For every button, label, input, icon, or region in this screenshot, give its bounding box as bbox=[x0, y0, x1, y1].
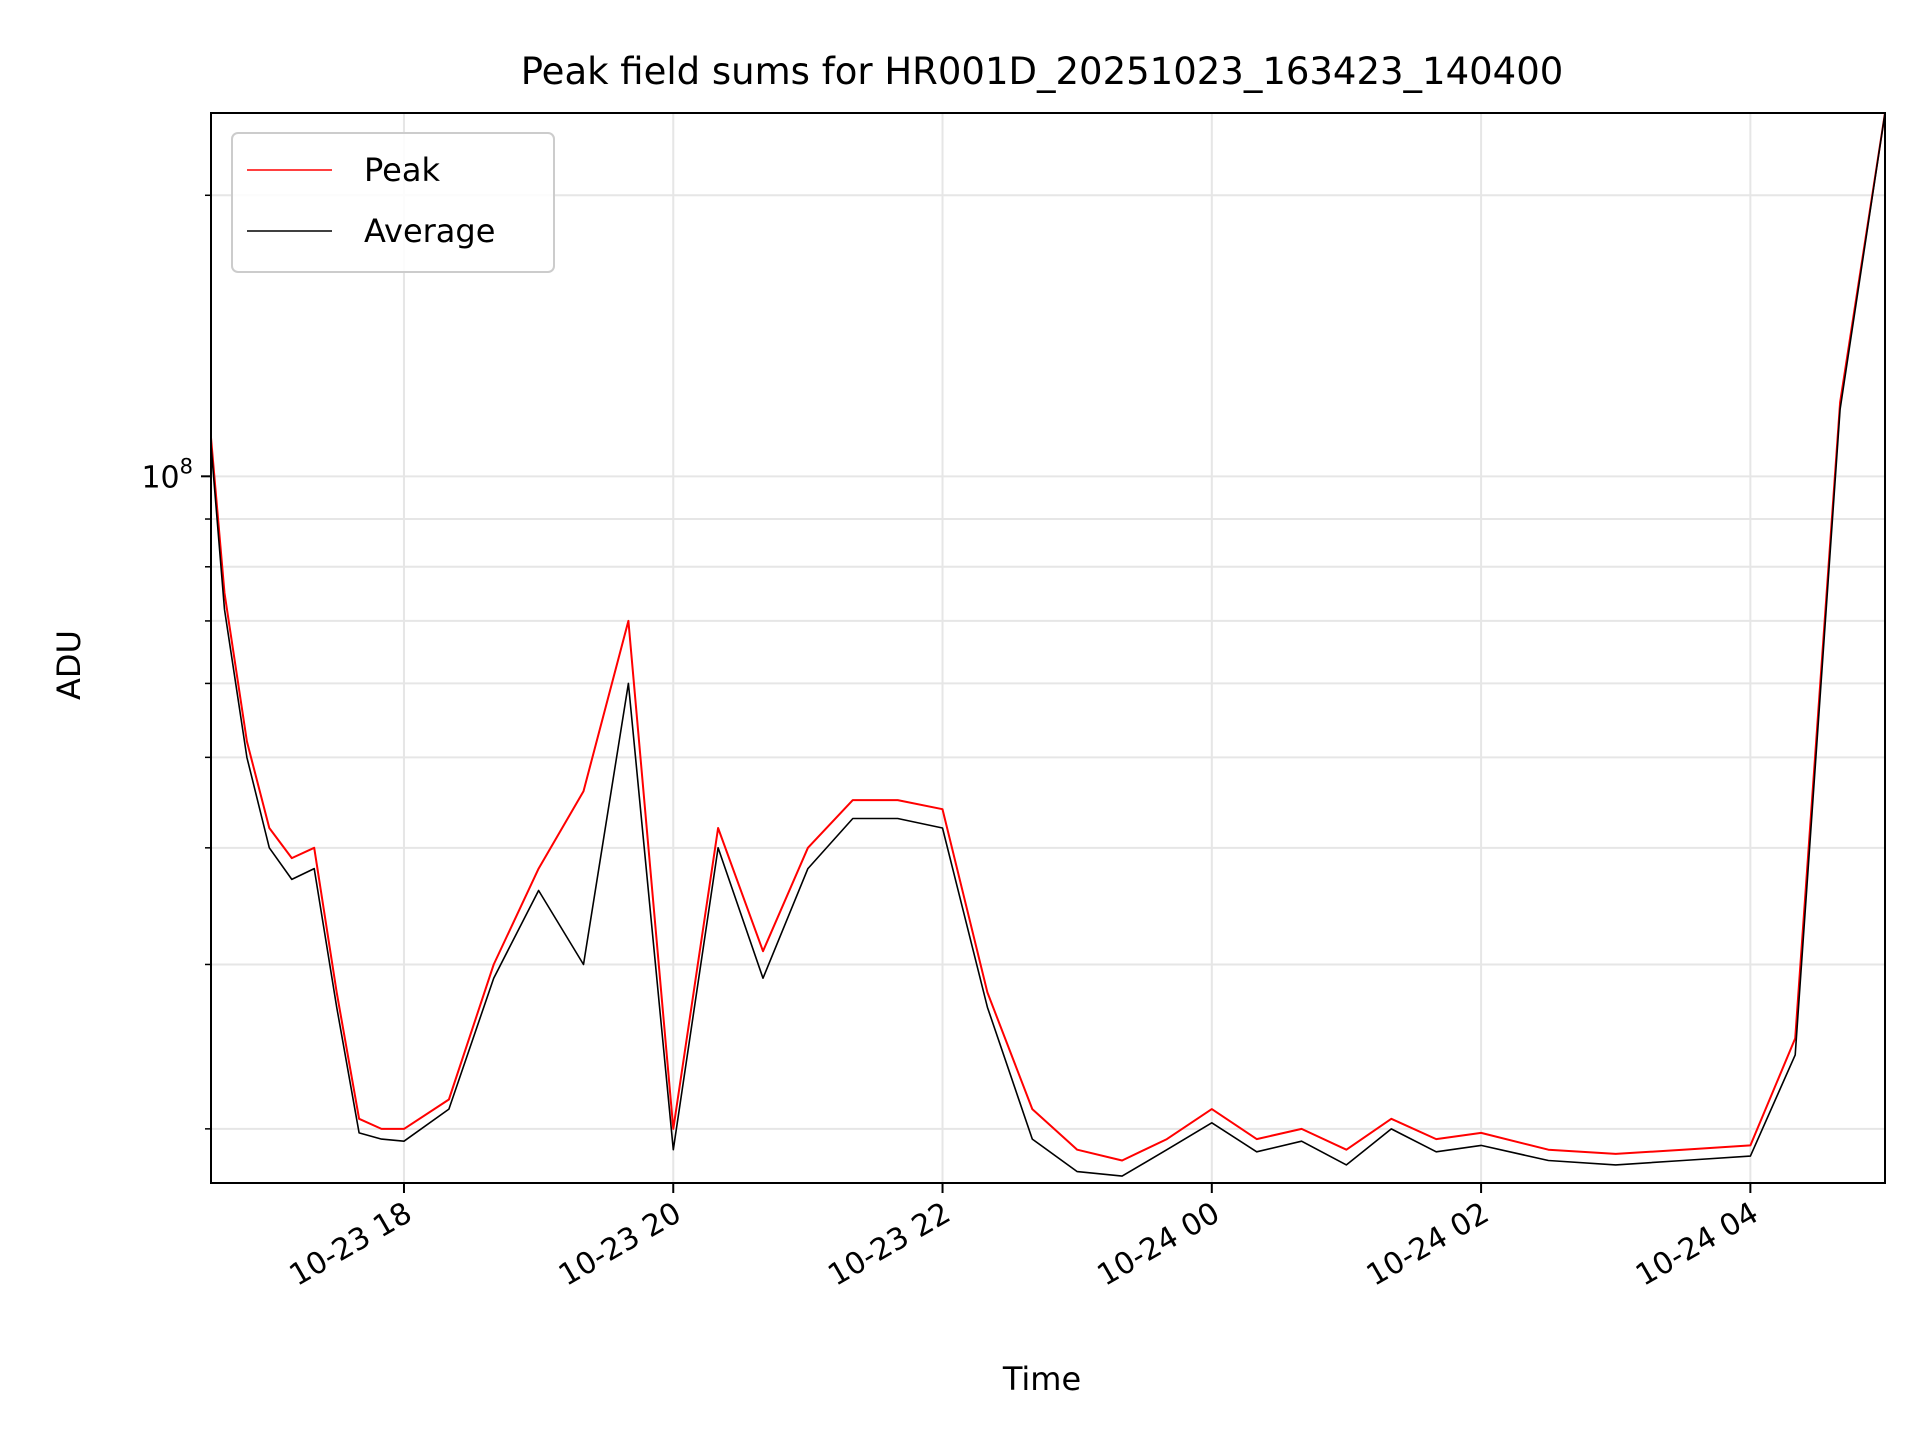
legend-average-label: Average bbox=[364, 212, 495, 250]
y-axis-label: ADU bbox=[50, 630, 88, 700]
plot-frame bbox=[210, 112, 1886, 1184]
chart-title: Peak field sums for HR001D_20251023_1634… bbox=[521, 50, 1564, 93]
legend-box bbox=[231, 132, 555, 273]
series-layer bbox=[210, 112, 1886, 1177]
y-tick-label: 108 bbox=[141, 454, 193, 495]
series-line-peak bbox=[210, 112, 1886, 1162]
legend-peak-label: Peak bbox=[364, 151, 440, 189]
series-line-average bbox=[210, 112, 1886, 1177]
legend: Peak Average bbox=[231, 132, 555, 273]
grid-layer bbox=[211, 113, 1885, 1183]
x-axis-label: Time bbox=[1002, 1360, 1081, 1398]
